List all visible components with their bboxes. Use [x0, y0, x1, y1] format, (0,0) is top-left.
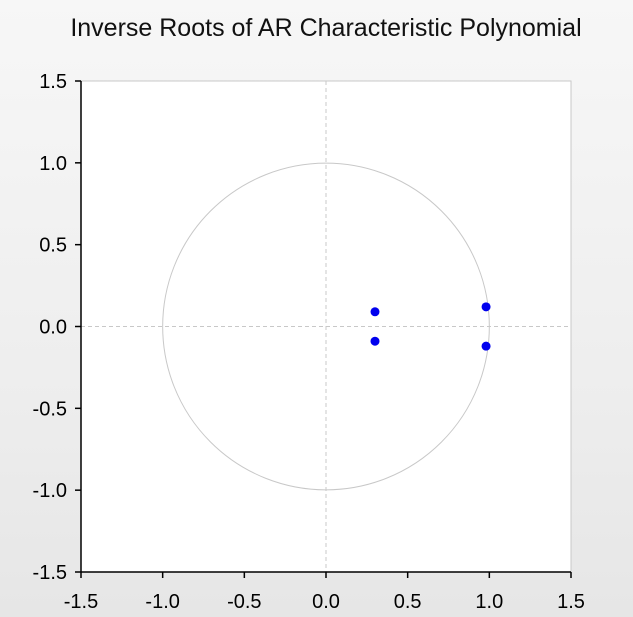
x-tick-label: -1.5: [64, 591, 98, 613]
y-tick-label: -1.0: [33, 480, 67, 502]
y-tick-label: 0.5: [39, 235, 67, 257]
y-tick-label: 0.0: [39, 317, 67, 339]
y-axis-ticks: 1.5 1.0 0.5 0.0 -0.5 -1.0 -1.5: [33, 71, 81, 584]
chart-title: Inverse Roots of AR Characteristic Polyn…: [70, 14, 582, 42]
y-tick-label: 1.0: [39, 153, 67, 175]
y-tick-label: -0.5: [33, 398, 67, 420]
root-point: [370, 307, 380, 317]
x-axis-ticks: -1.5 -1.0 -0.5 0.0 0.5 1.0 1.5: [64, 572, 585, 613]
x-tick-label: 1.5: [557, 591, 585, 613]
root-points: [370, 302, 491, 351]
root-point: [481, 302, 491, 312]
x-tick-label: 0.5: [394, 591, 422, 613]
x-tick-label: 0.0: [312, 591, 340, 613]
root-point: [481, 341, 491, 351]
x-tick-label: -0.5: [227, 591, 261, 613]
x-tick-label: 1.0: [475, 591, 503, 613]
unit-circle: [162, 162, 490, 491]
root-point: [370, 336, 380, 346]
x-tick-label: -1.0: [145, 591, 179, 613]
y-tick-label: -1.5: [33, 562, 67, 584]
y-tick-label: 1.5: [39, 71, 67, 93]
